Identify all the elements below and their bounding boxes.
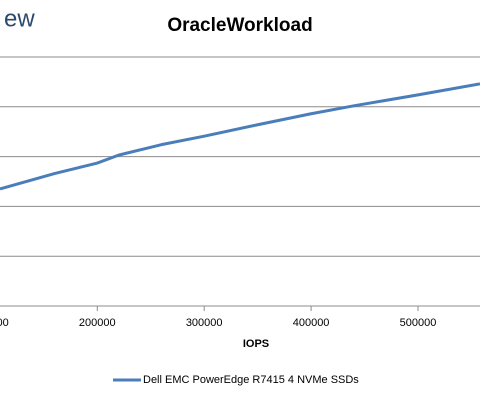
x-tick-label: 200000 (79, 317, 116, 329)
x-tick-label: 400000 (293, 317, 330, 329)
x-axis-label: IOPS (243, 338, 269, 350)
x-tick-label: 300000 (186, 317, 223, 329)
series-line (0, 82, 480, 191)
chart-title: OracleWorkload (167, 15, 312, 36)
x-tick-label: 100000 (0, 317, 9, 329)
x-tick-label: 500000 (400, 317, 437, 329)
legend-label: Dell EMC PowerEdge R7415 4 NVMe SSDs (143, 374, 359, 386)
logo-text: ew (4, 5, 35, 32)
